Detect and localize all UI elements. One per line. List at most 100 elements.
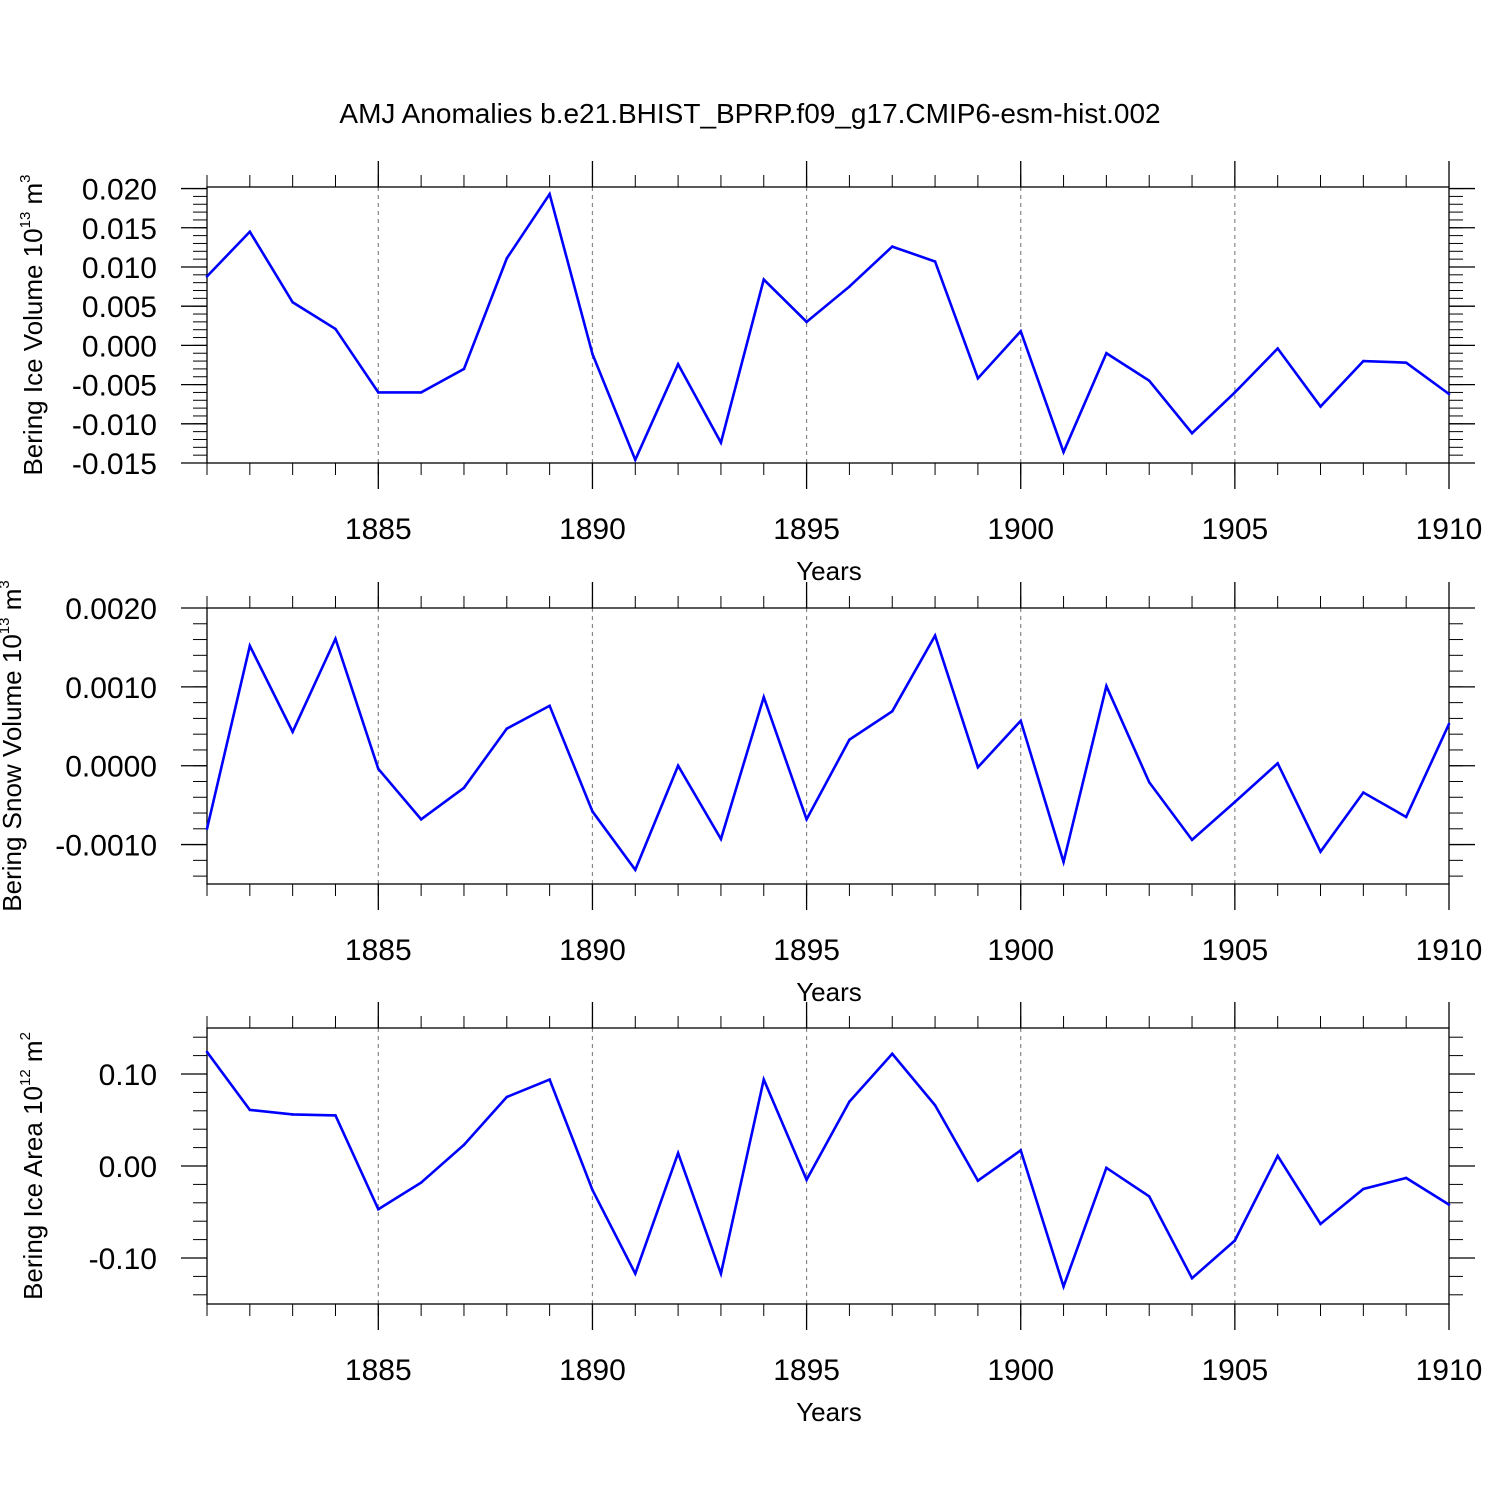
x-tick-label: 1890 — [559, 934, 626, 967]
data-point — [976, 1179, 980, 1183]
data-point — [248, 1108, 252, 1112]
data-point — [1447, 392, 1451, 396]
x-tick-label: 1900 — [987, 513, 1054, 546]
y-tick-label: -0.005 — [72, 370, 157, 403]
x-tick-label: 1900 — [987, 934, 1054, 967]
data-point — [505, 1095, 509, 1099]
plot-frame — [206, 1027, 1450, 1305]
y-tick-label: 0.005 — [82, 291, 157, 324]
data-point — [1105, 684, 1108, 688]
x-tick-label: 1905 — [1201, 1354, 1268, 1387]
x-axis-label: Years — [796, 1397, 862, 1427]
data-point — [1319, 405, 1322, 408]
data-point — [1019, 329, 1023, 333]
data-point — [1233, 391, 1237, 394]
plot-frame — [206, 607, 1450, 885]
data-point — [805, 320, 808, 324]
data-point — [762, 1078, 766, 1081]
data-point — [1190, 838, 1194, 842]
data-point — [291, 1113, 294, 1116]
data-point — [591, 352, 594, 356]
panel-1: 0.020 0.015 0.010 0.005 0.000 -0.005 -0.010 -0.… — [17, 161, 1482, 586]
data-point — [1233, 800, 1237, 804]
x-tick-label: 1905 — [1201, 934, 1268, 967]
data-point — [591, 1188, 594, 1192]
data-point — [419, 391, 423, 394]
data-point — [848, 738, 851, 741]
x-axis-label: Years — [796, 556, 862, 586]
y-axis-label: Bering Ice Area 1012 m2 — [17, 1032, 48, 1300]
y-axis-label-part: Bering Snow Volume — [0, 663, 27, 912]
y-axis-label-part: m — [18, 1040, 48, 1069]
data-point — [205, 275, 209, 278]
y-tick-label: 0.010 — [82, 252, 157, 285]
data-point — [633, 458, 637, 462]
data-point — [205, 827, 209, 831]
data-point — [1190, 1276, 1194, 1280]
data-point — [762, 695, 766, 699]
data-point — [890, 245, 894, 248]
series-line — [205, 1051, 1450, 1291]
y-tick-label: 0.0020 — [65, 593, 157, 626]
y-axis-label-part: m — [0, 589, 27, 618]
data-point — [890, 710, 894, 713]
data-point — [1105, 1166, 1108, 1170]
data-point — [976, 765, 980, 769]
data-point — [1362, 791, 1365, 794]
data-point — [633, 1272, 637, 1275]
data-point — [848, 285, 851, 288]
data-point — [334, 327, 337, 331]
panel-3: 0.10 0.00 -0.10 1885 1890 1895 1900 1905 1910 Yea… — [17, 1002, 1482, 1427]
y-tick-label: 0.020 — [82, 174, 157, 207]
data-point — [933, 260, 937, 263]
data-point — [1019, 1149, 1023, 1152]
panel-2: 0.0020 0.0010 0.0000 -0.0010 1885 1890 1895 190… — [0, 580, 1482, 1007]
data-point — [505, 257, 509, 260]
data-point — [1105, 351, 1108, 355]
x-tick-label: 1890 — [559, 1354, 626, 1387]
y-axis-label-part: 3 — [17, 174, 34, 182]
y-axis-label-part: 10 — [0, 634, 27, 663]
data-point — [1276, 1154, 1279, 1158]
plot-frame — [206, 186, 1450, 464]
y-axis-label-part: m — [18, 183, 48, 212]
y-tick-label: 0.015 — [82, 213, 157, 246]
x-tick-label: 1885 — [345, 934, 412, 967]
y-tick-label: -0.10 — [89, 1243, 157, 1276]
y-axis-label-part: Bering Ice Area — [18, 1115, 48, 1300]
y-axis-label-part: Bering Ice Volume — [18, 257, 48, 475]
y-axis-label-part: 12 — [17, 1069, 34, 1086]
data-point — [291, 300, 294, 304]
data-point — [548, 192, 551, 196]
y-axis-label-part: 10 — [18, 228, 48, 257]
data-point — [1147, 780, 1151, 784]
y-axis-label-part: 2 — [17, 1032, 34, 1040]
data-point — [805, 818, 808, 821]
data-point — [1233, 1239, 1237, 1242]
data-point — [1276, 347, 1279, 350]
x-tick-label: 1895 — [773, 513, 840, 546]
data-point — [976, 377, 980, 380]
data-point — [1147, 1195, 1151, 1198]
data-point — [1319, 850, 1322, 853]
data-point — [676, 764, 680, 768]
data-point — [1362, 359, 1365, 363]
y-tick-label: 0.0000 — [65, 751, 157, 784]
data-point — [548, 1078, 551, 1081]
data-point — [1404, 1176, 1408, 1180]
data-point — [1019, 719, 1023, 723]
data-point — [462, 786, 466, 790]
y-tick-label: 0.000 — [82, 330, 157, 363]
x-tick-label: 1910 — [1416, 513, 1483, 546]
data-point — [419, 818, 423, 821]
data-point — [1447, 722, 1451, 726]
data-point — [848, 1100, 851, 1103]
data-point — [1147, 379, 1151, 382]
data-point — [719, 837, 723, 841]
x-tick-label: 1910 — [1416, 1354, 1483, 1387]
y-axis-label: Bering Ice Volume 1013 m3 — [17, 174, 48, 475]
data-point — [505, 727, 509, 730]
y-tick-label: 0.10 — [99, 1059, 157, 1092]
data-point — [1362, 1187, 1365, 1191]
